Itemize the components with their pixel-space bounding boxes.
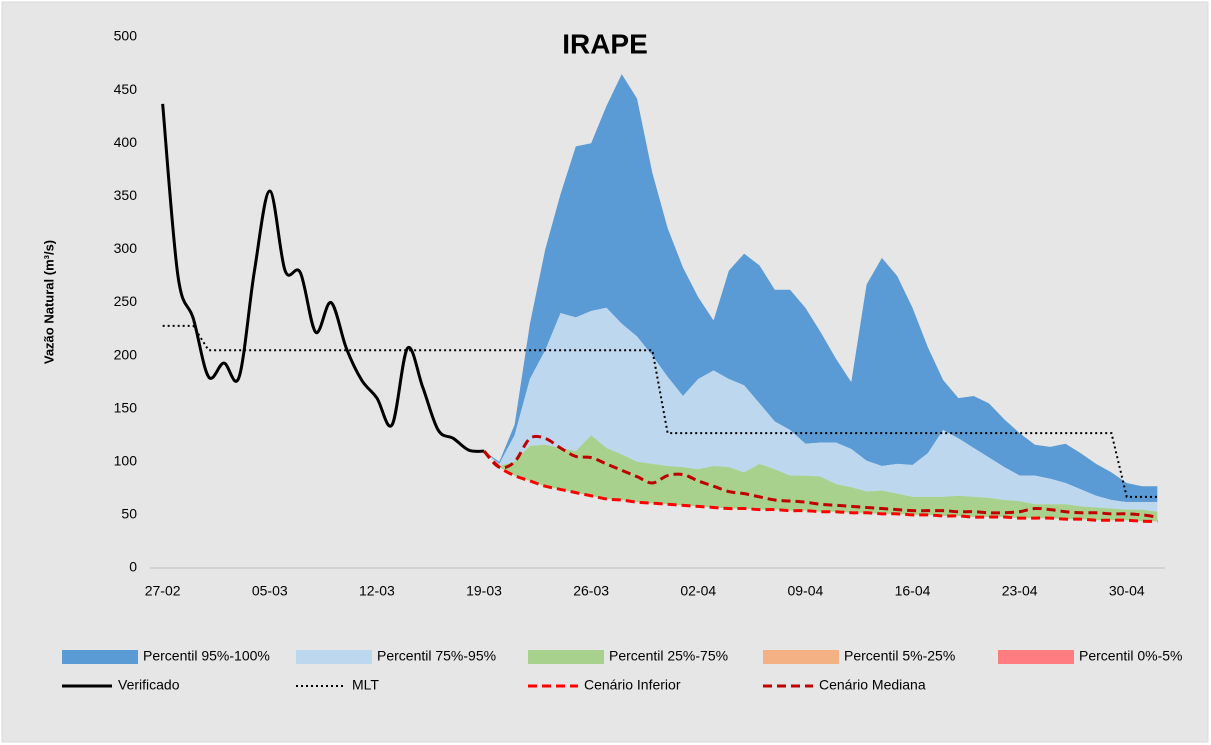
band-area: [484, 307, 1158, 512]
y-tick-label: 450: [114, 81, 138, 97]
legend-label: Percentil 5%-25%: [844, 648, 955, 664]
series-line: [482, 450, 1158, 523]
series-line: [161, 103, 485, 453]
legend-label: Percentil 75%-95%: [377, 648, 496, 664]
chart-title: IRAPE: [562, 28, 648, 59]
x-tick-label: 16-04: [895, 583, 931, 599]
legend-label: Percentil 95%-100%: [143, 648, 270, 664]
x-tick-label: 30-04: [1109, 583, 1145, 599]
x-tick-label: 02-04: [680, 583, 716, 599]
legend-label: Percentil 0%-5%: [1079, 648, 1183, 664]
x-tick-label: 26-03: [573, 583, 609, 599]
x-tick-label: 05-03: [252, 583, 288, 599]
band-area: [484, 74, 1158, 503]
y-tick-label: 50: [121, 506, 137, 522]
x-tick-label: 09-04: [787, 583, 823, 599]
legend-swatch: [998, 650, 1074, 664]
y-tick-label: 400: [114, 134, 138, 150]
legend-swatch: [296, 650, 372, 664]
legend-swatch: [62, 650, 138, 664]
y-tick-label: 350: [114, 187, 138, 203]
y-tick-label: 250: [114, 293, 138, 309]
y-tick-label: 0: [129, 559, 137, 575]
legend-swatch: [528, 650, 604, 664]
legend-label: Cenário Inferior: [584, 677, 681, 693]
legend-label: Verificado: [118, 677, 180, 693]
x-tick-label: 23-04: [1002, 583, 1038, 599]
legend-label: Cenário Mediana: [819, 677, 926, 693]
series-line: [162, 324, 1158, 498]
y-tick-label: 500: [114, 28, 138, 44]
x-tick-label: 19-03: [466, 583, 502, 599]
legend-label: Percentil 25%-75%: [609, 648, 728, 664]
band-area: [484, 435, 1158, 522]
x-tick-label: 12-03: [359, 583, 395, 599]
y-tick-label: 150: [114, 399, 138, 415]
y-axis-label: Vazão Natural (m³/s): [41, 240, 56, 364]
y-tick-label: 100: [114, 453, 138, 469]
y-tick-label: 200: [114, 346, 138, 362]
x-tick-label: 27-02: [145, 583, 181, 599]
y-tick-label: 300: [114, 240, 138, 256]
legend-label: MLT: [352, 677, 379, 693]
legend-swatch: [763, 650, 839, 664]
